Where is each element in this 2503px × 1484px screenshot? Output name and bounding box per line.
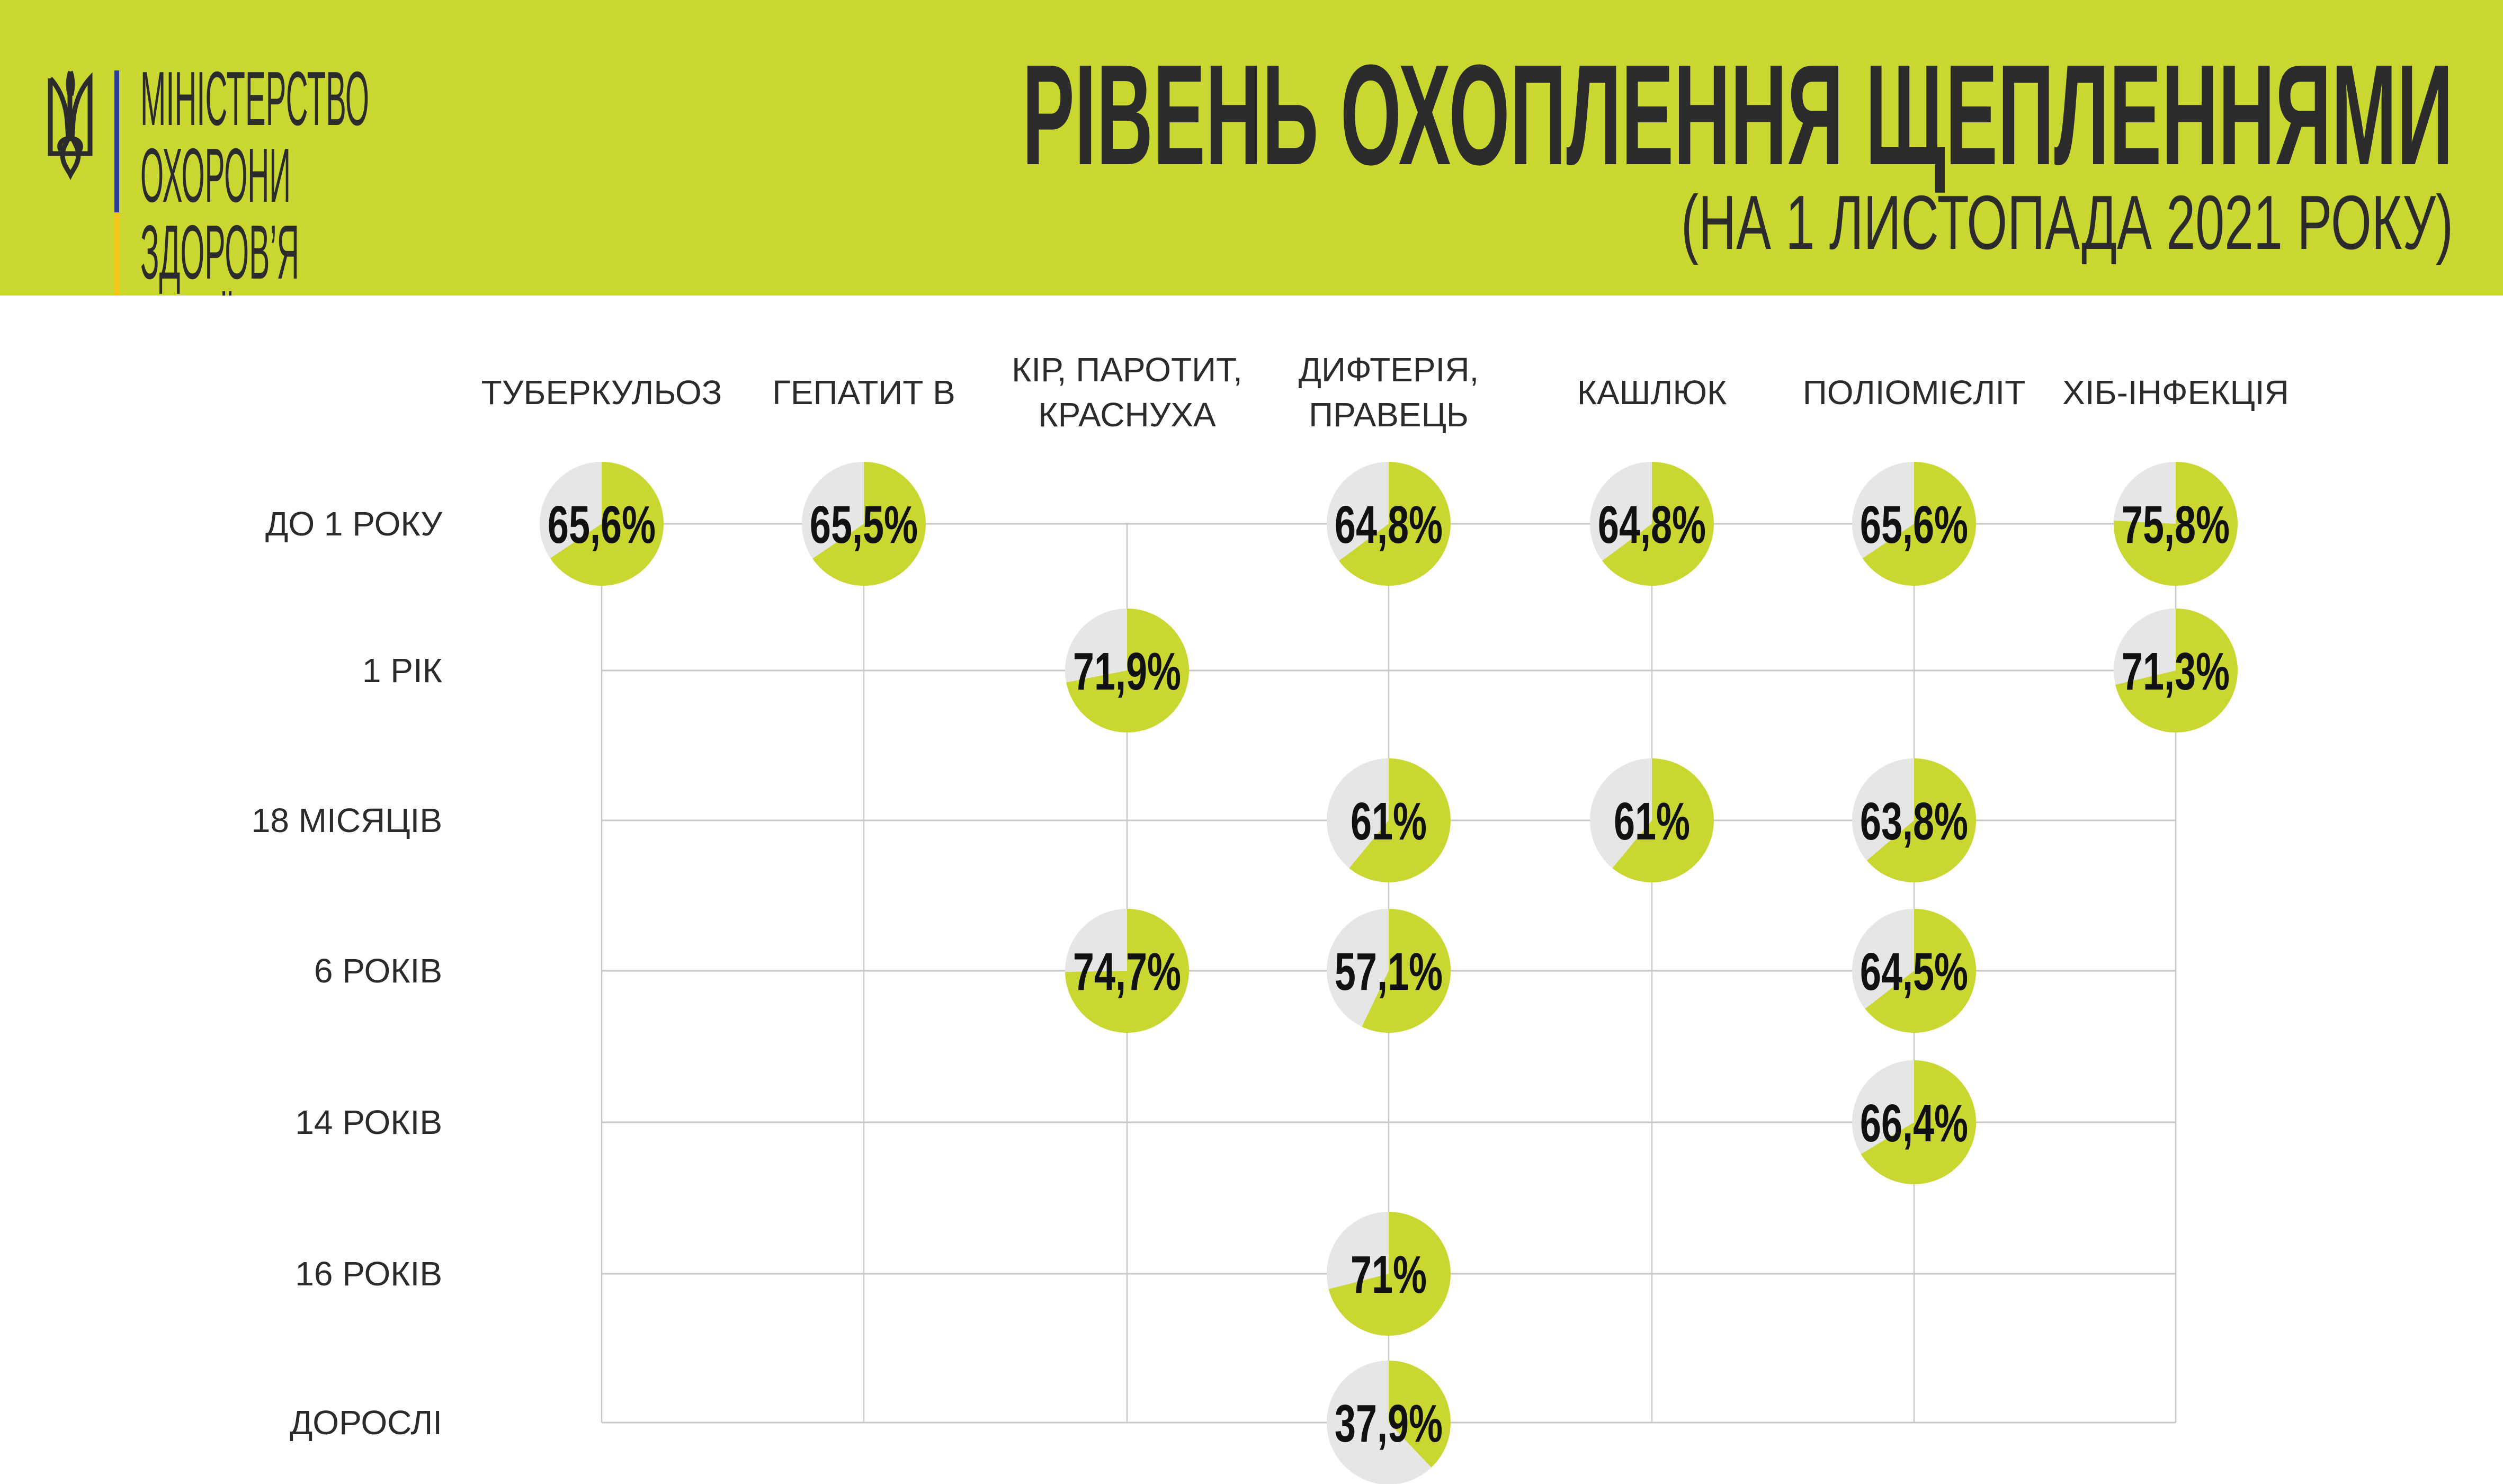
pie-value-label: 71%	[1351, 1245, 1427, 1304]
pie-chart: 71%	[1327, 1212, 1451, 1336]
pie-value-slice	[1065, 909, 1189, 1033]
logo-line-2: ОХОРОНИ	[140, 132, 291, 218]
pie-chart: 63,8%	[1852, 758, 1977, 882]
pie-chart: 65,6%	[1852, 462, 1976, 586]
pie-chart: 57,1%	[1327, 909, 1451, 1033]
pie-value-label: 71,9%	[1073, 642, 1181, 701]
pie-value-slice	[2115, 609, 2238, 732]
pie-value-slice	[1612, 758, 1714, 882]
row-label: 1 РІК	[362, 651, 442, 690]
pie-value-label: 74,7%	[1073, 942, 1181, 1001]
pie-value-slice	[812, 462, 926, 586]
pie-value-slice	[1861, 1060, 1977, 1185]
column-header: КРАСНУХА	[1038, 396, 1216, 434]
pie-value-label: 64,8%	[1598, 495, 1706, 554]
column-header: ТУБЕРКУЛЬОЗ	[481, 373, 722, 412]
pie-value-label: 65,6%	[1860, 495, 1968, 554]
column-header: ПРАВЕЦЬ	[1309, 396, 1469, 434]
flag-bar-blue	[114, 70, 119, 212]
pies: 65,6% 65,5% 64,8% 64,8% 65,6% 75,8% 71,9% 71,3%…	[540, 462, 2238, 1484]
pie-value-slice	[1865, 909, 1977, 1033]
pie-value-label: 64,8%	[1335, 495, 1443, 554]
row-labels: ДО 1 РОКУ 1 РІК 18 МІСЯЦІВ 6 РОКІВ 14 РОКІВ 1…	[252, 505, 443, 1442]
pie-value-slice	[1339, 462, 1451, 586]
row-label: ДО 1 РОКУ	[265, 505, 442, 543]
pie-chart: 64,5%	[1852, 909, 1977, 1033]
pie-chart: 64,8%	[1327, 462, 1451, 586]
pie-value-slice	[1066, 609, 1189, 733]
pie-value-label: 65,6%	[548, 495, 656, 554]
column-header: ХІБ-ІНФЕКЦІЯ	[2062, 373, 2289, 412]
page-title: РІВЕНЬ ОХОПЛЕННЯ ЩЕПЛЕННЯМИ	[1022, 35, 2453, 195]
pie-value-slice	[1602, 462, 1714, 586]
header-background	[0, 0, 2503, 296]
trident-icon	[48, 70, 93, 181]
pie-chart: 71,9%	[1065, 609, 1189, 733]
pie-chart: 61%	[1590, 758, 1714, 882]
pie-value-slice	[550, 462, 664, 586]
vaccination-pie-grid: ТУБЕРКУЛЬОЗ ГЕПАТИТ В КІР, ПАРОТИТ, КРАСНУХ…	[252, 351, 2289, 1484]
row-label: 18 МІСЯЦІВ	[252, 801, 442, 839]
pie-value-label: 61%	[1614, 792, 1690, 851]
pie-value-label: 66,4%	[1860, 1094, 1968, 1152]
pie-value-label: 63,8%	[1860, 792, 1968, 851]
pie-value-label: 37,9%	[1335, 1394, 1443, 1453]
pie-value-label: 75,8%	[2122, 495, 2230, 554]
row-label: 16 РОКІВ	[295, 1255, 442, 1293]
logo-line-4: УКРАЇНИ	[140, 286, 279, 296]
column-headers: ТУБЕРКУЛЬОЗ ГЕПАТИТ В КІР, ПАРОТИТ, КРАСНУХ…	[481, 351, 2289, 434]
pie-value-label: 64,5%	[1860, 942, 1968, 1001]
pie-value-slice	[1866, 758, 1977, 882]
row-label: 14 РОКІВ	[295, 1103, 442, 1141]
column-header: ГЕПАТИТ В	[772, 373, 955, 412]
pie-value-label: 71,3%	[2122, 642, 2230, 701]
pie-value-slice	[1389, 1361, 1451, 1468]
pie-value-label: 65,5%	[810, 495, 918, 554]
pie-chart: 75,8%	[2113, 462, 2238, 586]
logo-line-1: МІНІСТЕРСТВО	[140, 56, 369, 141]
pie-chart: 37,9%	[1327, 1361, 1451, 1484]
column-header: КІР, ПАРОТИТ,	[1012, 351, 1242, 389]
pie-value-label: 57,1%	[1335, 942, 1443, 1001]
column-header: ДИФТЕРІЯ,	[1299, 351, 1479, 389]
pie-value-slice	[1328, 1212, 1451, 1336]
pie-value-label: 61%	[1351, 792, 1427, 851]
pie-value-slice	[1362, 909, 1451, 1033]
header-banner: МІНІСТЕРСТВО ОХОРОНИ ЗДОРОВ’Я УКРАЇНИ РІ…	[0, 0, 2503, 296]
pie-chart: 64,8%	[1590, 462, 1714, 586]
row-label: ДОРОСЛІ	[290, 1403, 442, 1442]
pie-chart: 66,4%	[1852, 1060, 1977, 1185]
pie-value-slice	[1862, 462, 1976, 586]
pie-chart: 65,6%	[540, 462, 664, 586]
column-header: ПОЛІОМІЄЛІТ	[1803, 373, 2026, 412]
pie-chart: 74,7%	[1065, 909, 1189, 1033]
page-subtitle: (НА 1 ЛИСТОПАДА 2021 РОКУ)	[1681, 180, 2453, 265]
flag-bar-yellow	[114, 212, 119, 296]
pie-value-slice	[1349, 758, 1451, 882]
pie-chart: 61%	[1327, 758, 1451, 882]
pie-value-slice	[2113, 462, 2238, 586]
logo-line-3: ЗДОРОВ’Я	[140, 209, 299, 295]
row-label: 6 РОКІВ	[314, 952, 442, 990]
column-header: КАШЛЮК	[1577, 373, 1727, 412]
pie-chart: 71,3%	[2114, 609, 2238, 732]
pie-chart: 65,5%	[802, 462, 926, 586]
